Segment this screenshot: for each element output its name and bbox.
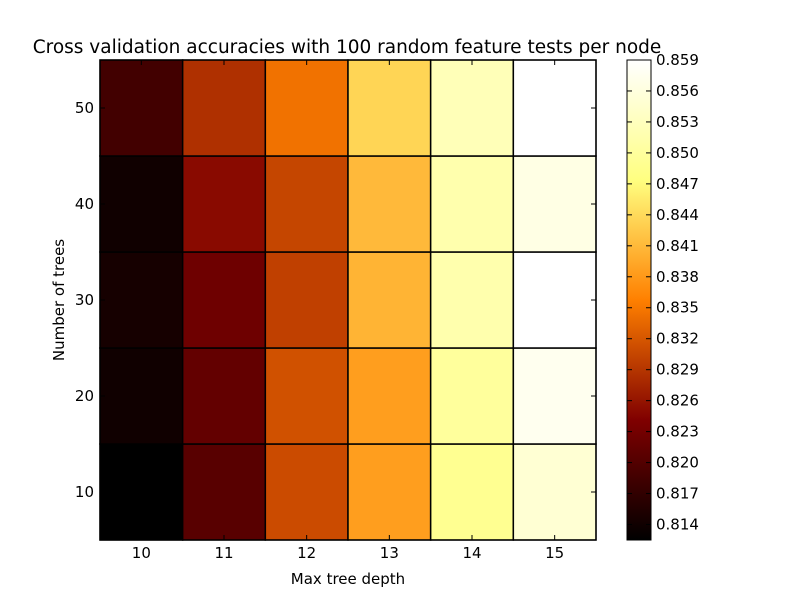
- colorbar-tick-label: 0.820: [656, 454, 699, 472]
- y-axis-ticks: 10 20 30 40 50: [75, 99, 596, 501]
- y-tick-label: 40: [75, 195, 94, 213]
- x-tick-label: 13: [380, 544, 399, 562]
- colorbar-tick-label: 0.850: [656, 144, 699, 162]
- heatmap-cell: [512, 59, 597, 157]
- x-tick-label: 12: [297, 544, 316, 562]
- heatmap-cell: [264, 347, 349, 445]
- colorbar-tick-label: 0.859: [656, 51, 699, 69]
- heatmap-cell: [429, 347, 515, 445]
- colorbar-tick-label: 0.847: [656, 175, 699, 193]
- heatmap-cell: [347, 347, 432, 445]
- heatmap-cell: [264, 155, 349, 253]
- y-tick-label: 10: [75, 483, 94, 501]
- heatmap-cell: [99, 59, 184, 157]
- y-axis-label: Number of trees: [50, 239, 68, 361]
- colorbar-tick-label: 0.829: [656, 361, 699, 379]
- heatmap-cell: [429, 251, 515, 349]
- heatmap-cell: [512, 251, 597, 349]
- heatmap-cell: [264, 59, 349, 157]
- colorbar-ticks: 0.814 0.817 0.820 0.823 0.826 0.829 0.832 0.835…: [627, 51, 699, 534]
- heatmap-cell: [181, 443, 267, 541]
- colorbar-tick-label: 0.832: [656, 330, 699, 348]
- heatmap-cell: [347, 59, 432, 157]
- y-tick-label: 30: [75, 291, 94, 309]
- heatmap-cell: [347, 251, 432, 349]
- colorbar-tick-label: 0.841: [656, 237, 699, 255]
- heatmap-cell: [512, 155, 597, 253]
- heatmap-cell: [181, 251, 267, 349]
- heatmap-cell: [181, 59, 267, 157]
- heatmap-cell: [512, 347, 597, 445]
- colorbar-tick-label: 0.838: [656, 268, 699, 286]
- heatmap-cell: [429, 155, 515, 253]
- heatmap-cell: [264, 443, 349, 541]
- colorbar-tick-label: 0.856: [656, 82, 699, 100]
- colorbar-tick-label: 0.814: [656, 516, 699, 534]
- colorbar-tick-label: 0.817: [656, 485, 699, 503]
- heatmap-cells: [99, 59, 597, 541]
- x-tick-label: 15: [545, 544, 564, 562]
- heatmap-cell: [99, 443, 184, 541]
- heatmap-cell: [181, 155, 267, 253]
- colorbar-tick-label: 0.835: [656, 299, 699, 317]
- y-tick-label: 50: [75, 99, 94, 117]
- x-axis-ticks: 10 11 12 13 14 15: [132, 60, 564, 562]
- colorbar-tick-label: 0.826: [656, 392, 699, 410]
- heatmap-cell: [347, 443, 432, 541]
- heatmap-cell: [512, 443, 597, 541]
- x-tick-label: 10: [132, 544, 151, 562]
- heatmap-cell: [347, 155, 432, 253]
- heatmap-cell: [429, 59, 515, 157]
- heatmap-cell: [429, 443, 515, 541]
- heatmap-cell: [264, 251, 349, 349]
- colorbar-tick-label: 0.844: [656, 206, 699, 224]
- y-tick-label: 20: [75, 387, 94, 405]
- heatmap-cell: [99, 155, 184, 253]
- x-tick-label: 14: [462, 544, 481, 562]
- x-tick-label: 11: [214, 544, 233, 562]
- heatmap-cell: [99, 251, 184, 349]
- colorbar-tick-label: 0.823: [656, 423, 699, 441]
- heatmap-cell: [99, 347, 184, 445]
- x-axis-label: Max tree depth: [291, 570, 405, 588]
- colorbar-tick-label: 0.853: [656, 113, 699, 131]
- colorbar: [626, 59, 652, 541]
- chart-title: Cross validation accuracies with 100 ran…: [33, 37, 662, 58]
- heatmap-cell: [181, 347, 267, 445]
